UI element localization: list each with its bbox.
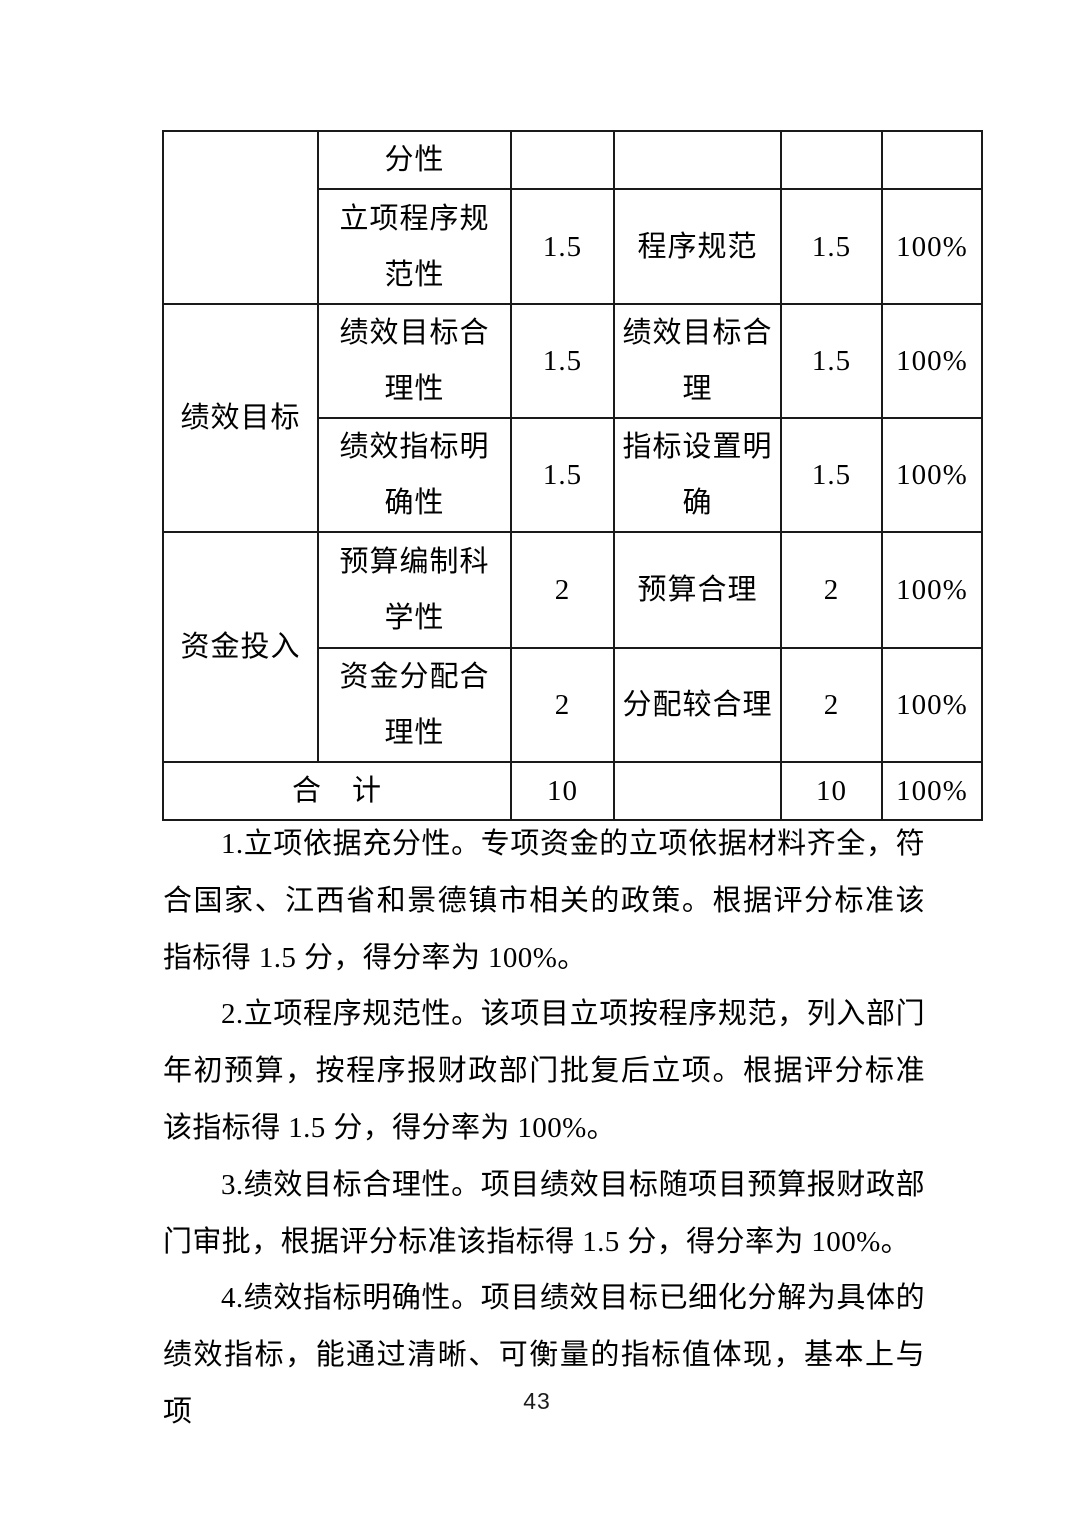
weight-cell: 2 (510, 647, 615, 763)
rate-cell: 100% (881, 647, 983, 763)
score-cell: 1.5 (780, 188, 883, 305)
total-weight-cell: 10 (510, 761, 615, 821)
weight-cell: 1.5 (510, 303, 615, 419)
score-cell: 2 (780, 647, 883, 763)
table-row: 资金投入 预算编制科 学性 2 预算合理 2 100% (162, 531, 983, 763)
score-cell: 2 (780, 531, 883, 649)
body-text: 1.立项依据充分性。专项资金的立项依据材料齐全，符合国家、江西省和景德镇市相关的… (163, 816, 925, 1441)
evaluation-cell-empty (613, 130, 782, 190)
category-cell: 绩效目标 (162, 303, 319, 533)
table-row: 分性 (162, 130, 983, 305)
page-number: 43 (523, 1388, 551, 1414)
rate-cell: 100% (881, 417, 983, 533)
score-table: 分性 立项程序规 范性 1.5 程序规范 1.5 100% 绩效目标 绩效目标合 理性 1.5 绩… (162, 130, 983, 821)
weight-cell: 1.5 (510, 188, 615, 305)
evaluation-cell: 预算合理 (613, 531, 782, 649)
table-row: 绩效指标明 确性 1.5 指标设置明 确 1.5 100% (163, 417, 983, 533)
rate-cell-empty (881, 130, 983, 190)
paragraph-2: 2.立项程序规范性。该项目立项按程序规范，列入部门年初预算，按程序报财政部门批复… (163, 998, 925, 1144)
rate-cell: 100% (881, 531, 983, 649)
total-score-cell: 10 (780, 761, 883, 821)
weight-cell: 2 (510, 531, 615, 649)
indicator-cell: 立项程序规 范性 (317, 188, 512, 305)
evaluation-cell-empty (613, 761, 782, 821)
paragraph-1: 1.立项依据充分性。专项资金的立项依据材料齐全，符合国家、江西省和景德镇市相关的… (163, 828, 925, 974)
evaluation-cell: 分配较合理 (613, 647, 782, 763)
evaluation-cell: 程序规范 (613, 188, 782, 305)
evaluation-cell: 指标设置明 确 (613, 417, 782, 533)
table-row: 绩效目标 绩效目标合 理性 1.5 绩效目标合 理 1.5 100% (162, 303, 983, 533)
table-row: 立项程序规 范性 1.5 程序规范 1.5 100% (163, 188, 983, 305)
indicator-cell: 绩效目标合 理性 (317, 303, 512, 419)
table-row: 资金分配合 理性 2 分配较合理 2 100% (163, 647, 983, 763)
table-row: 合 计 10 10 100% (162, 761, 983, 821)
weight-cell-empty (510, 130, 615, 190)
total-label-cell: 合 计 (162, 761, 512, 821)
indicator-cell: 绩效指标明 确性 (317, 417, 512, 533)
score-cell-empty (780, 130, 883, 190)
category-cell: 资金投入 (162, 531, 319, 763)
weight-cell: 1.5 (510, 417, 615, 533)
rate-cell: 100% (881, 188, 983, 305)
indicator-cell-continued: 分性 (317, 130, 512, 190)
total-rate-cell: 100% (881, 761, 983, 821)
paragraph-3: 3.绩效目标合理性。项目绩效目标随项目预算报财政部门审批，根据评分标准该指标得 … (163, 1168, 925, 1258)
rate-cell: 100% (881, 303, 983, 419)
score-cell: 1.5 (780, 303, 883, 419)
indicator-cell: 预算编制科 学性 (317, 531, 512, 649)
category-cell-empty (162, 130, 319, 305)
evaluation-cell: 绩效目标合 理 (613, 303, 782, 419)
paragraph-4: 4.绩效指标明确性。项目绩效目标已细化分解为具体的绩效指标，能通过清晰、可衡量的… (163, 1282, 925, 1428)
indicator-cell: 资金分配合 理性 (317, 647, 512, 763)
score-cell: 1.5 (780, 417, 883, 533)
